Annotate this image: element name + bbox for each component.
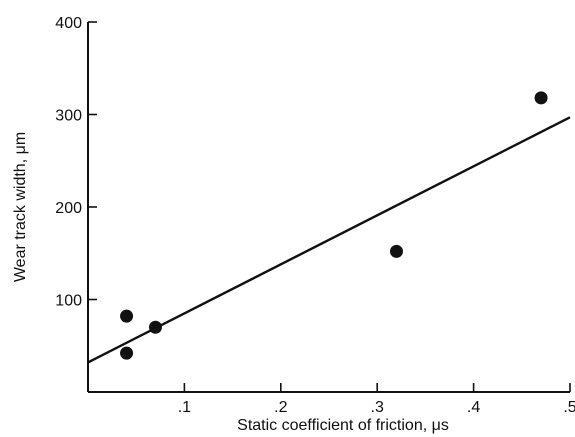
data-point	[389, 244, 403, 258]
axes	[87, 22, 570, 393]
x-axis-label: Static coefficient of friction, μs	[237, 417, 449, 434]
axis-ticks: .1 .2 .3 .4 .5 100 200 300 400	[55, 15, 575, 416]
fit-line-group	[87, 116, 571, 364]
x-tick-label: .3	[371, 399, 384, 416]
y-tick-label: 400	[55, 15, 82, 32]
data-points	[120, 91, 548, 360]
x-tick-label: .4	[467, 399, 480, 416]
y-tick-label: 300	[55, 108, 82, 125]
data-point	[534, 91, 548, 105]
x-tick-label: .2	[274, 399, 287, 416]
fit-line	[87, 116, 571, 364]
data-point	[148, 320, 162, 334]
x-tick-label: .1	[178, 399, 191, 416]
data-point	[120, 346, 134, 360]
y-axis-label: Wear track width, μm	[12, 132, 29, 282]
y-tick-label: 100	[55, 293, 82, 310]
data-point	[120, 309, 134, 323]
y-tick-label: 200	[55, 200, 82, 217]
x-tick-label: .5	[563, 399, 575, 416]
